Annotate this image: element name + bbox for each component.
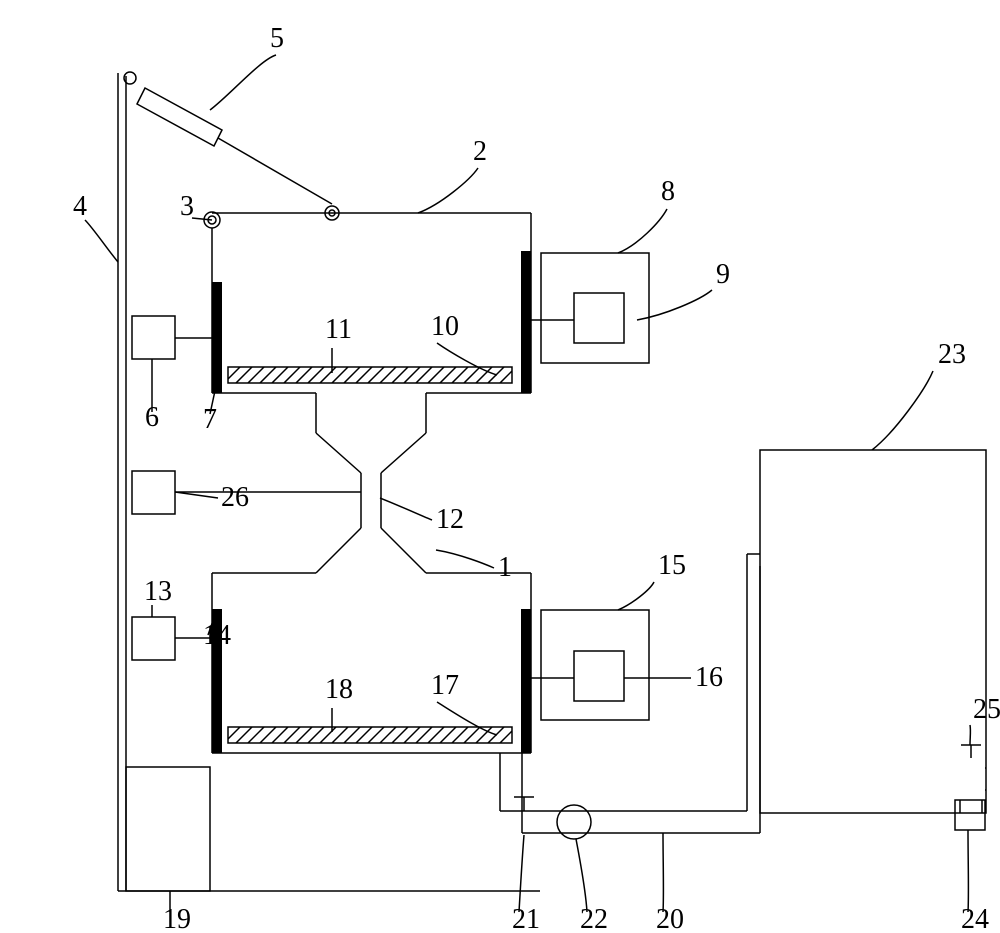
callout-label-7: 7 <box>203 404 217 435</box>
callout-label-8: 8 <box>661 176 675 207</box>
callout-label-20: 20 <box>656 904 684 933</box>
callout-label-23: 23 <box>938 339 966 370</box>
callout-label-24: 24 <box>961 904 989 933</box>
callout-label-5: 5 <box>270 23 284 54</box>
callout-label-21: 21 <box>512 904 540 933</box>
callout-label-10: 10 <box>431 311 459 342</box>
callout-label-12: 12 <box>436 504 464 535</box>
callout-label-4: 4 <box>73 191 87 222</box>
callout-label-14: 14 <box>203 620 231 651</box>
callout-label-1: 1 <box>498 552 512 583</box>
callout-label-22: 22 <box>580 904 608 933</box>
callout-label-9: 9 <box>716 259 730 290</box>
callout-label-3: 3 <box>180 191 194 222</box>
callout-label-19: 19 <box>163 904 191 933</box>
callout-label-11: 11 <box>325 314 352 345</box>
callout-label-16: 16 <box>695 662 723 693</box>
callout-label-13: 13 <box>144 576 172 607</box>
callout-label-25: 25 <box>973 694 1000 725</box>
callout-label-2: 2 <box>473 136 487 167</box>
callout-label-26: 26 <box>221 482 249 513</box>
callout-label-17: 17 <box>431 670 459 701</box>
callout-label-6: 6 <box>145 402 159 433</box>
callout-label-18: 18 <box>325 674 353 705</box>
callout-label-15: 15 <box>658 550 686 581</box>
